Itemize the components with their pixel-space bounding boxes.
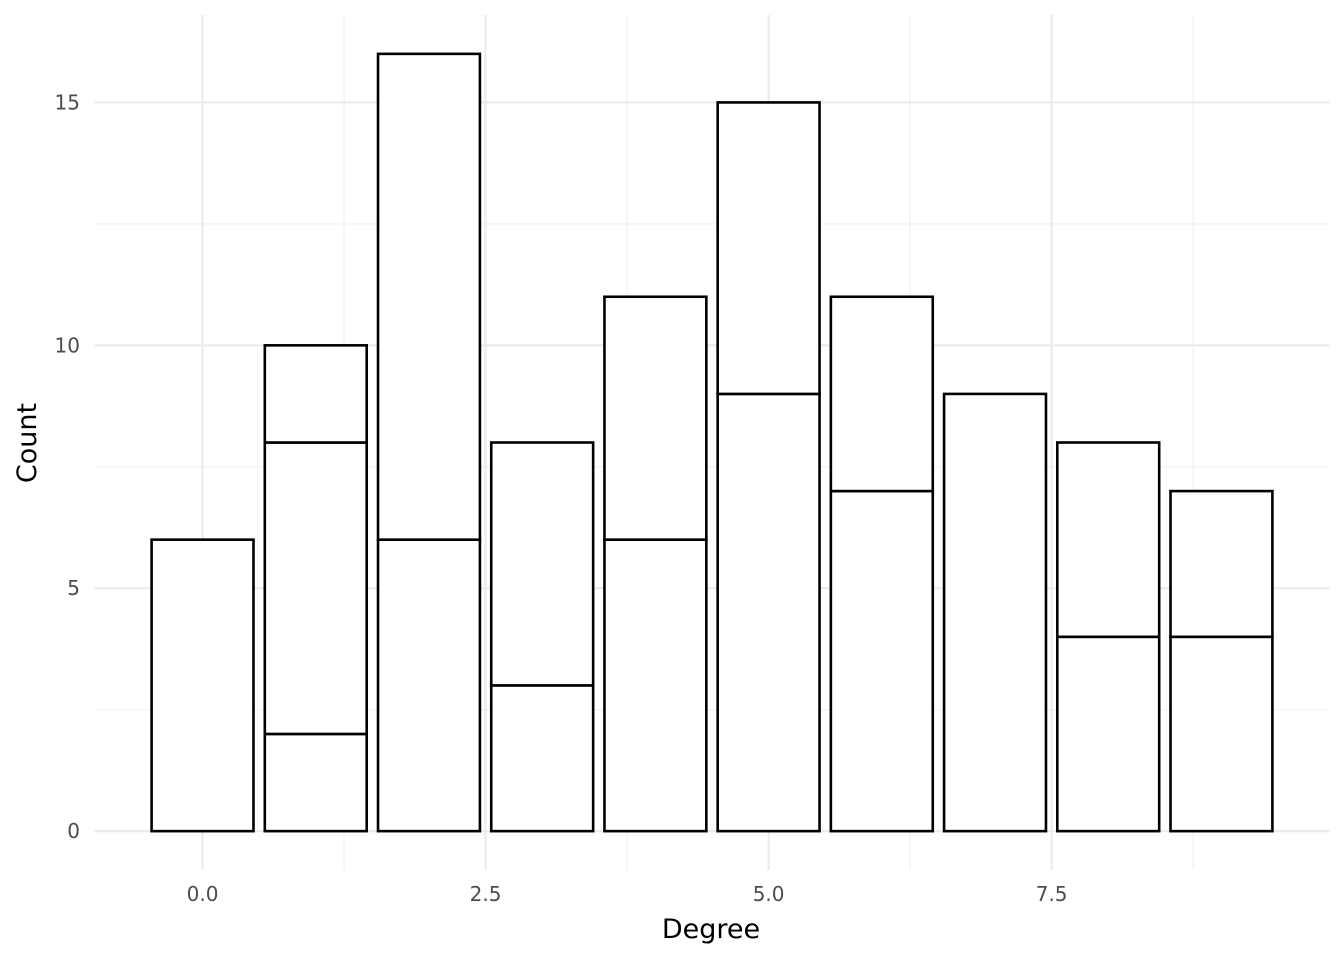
bar-segment-8-1 <box>1055 441 1161 639</box>
x-tick-label: 5.0 <box>753 882 785 906</box>
x-tick-label: 2.5 <box>470 882 502 906</box>
x-tick-label: 7.5 <box>1036 882 1068 906</box>
y-tick-label: 10 <box>55 333 80 357</box>
bar-segment-6-0 <box>829 489 935 833</box>
bar-segment-6-1 <box>829 295 935 493</box>
bar-segment-7-0 <box>942 392 1048 833</box>
x-axis-title: Degree <box>662 914 760 945</box>
bar-segment-0-0 <box>150 538 255 833</box>
bar-segment-2-1 <box>376 52 482 541</box>
bar-segment-1-0 <box>263 732 369 833</box>
bar-segment-9-1 <box>1169 489 1274 639</box>
bars <box>150 52 1274 833</box>
bar-segment-3-1 <box>489 441 595 687</box>
bar-segment-9-0 <box>1169 635 1274 833</box>
bar-segment-1-2 <box>263 344 369 444</box>
y-tick-label: 5 <box>67 576 80 600</box>
y-axis-title: Count <box>12 403 43 483</box>
bar-segment-4-0 <box>603 538 708 833</box>
bar-segment-4-1 <box>603 295 708 541</box>
x-tick-label: 0.0 <box>187 882 219 906</box>
bar-segment-8-0 <box>1055 635 1161 833</box>
bar-segment-5-0 <box>716 392 821 833</box>
bar-segment-2-0 <box>376 538 482 833</box>
bar-segment-1-1 <box>263 441 369 736</box>
y-tick-label: 15 <box>55 90 80 114</box>
bar-segment-5-1 <box>716 101 821 396</box>
x-axis-tick-labels: 0.0 2.5 5.0 7.5 <box>187 882 1068 906</box>
bar-segment-3-0 <box>489 684 595 833</box>
y-axis-tick-labels: 0 5 10 15 <box>55 90 80 843</box>
y-tick-label: 0 <box>67 819 80 843</box>
